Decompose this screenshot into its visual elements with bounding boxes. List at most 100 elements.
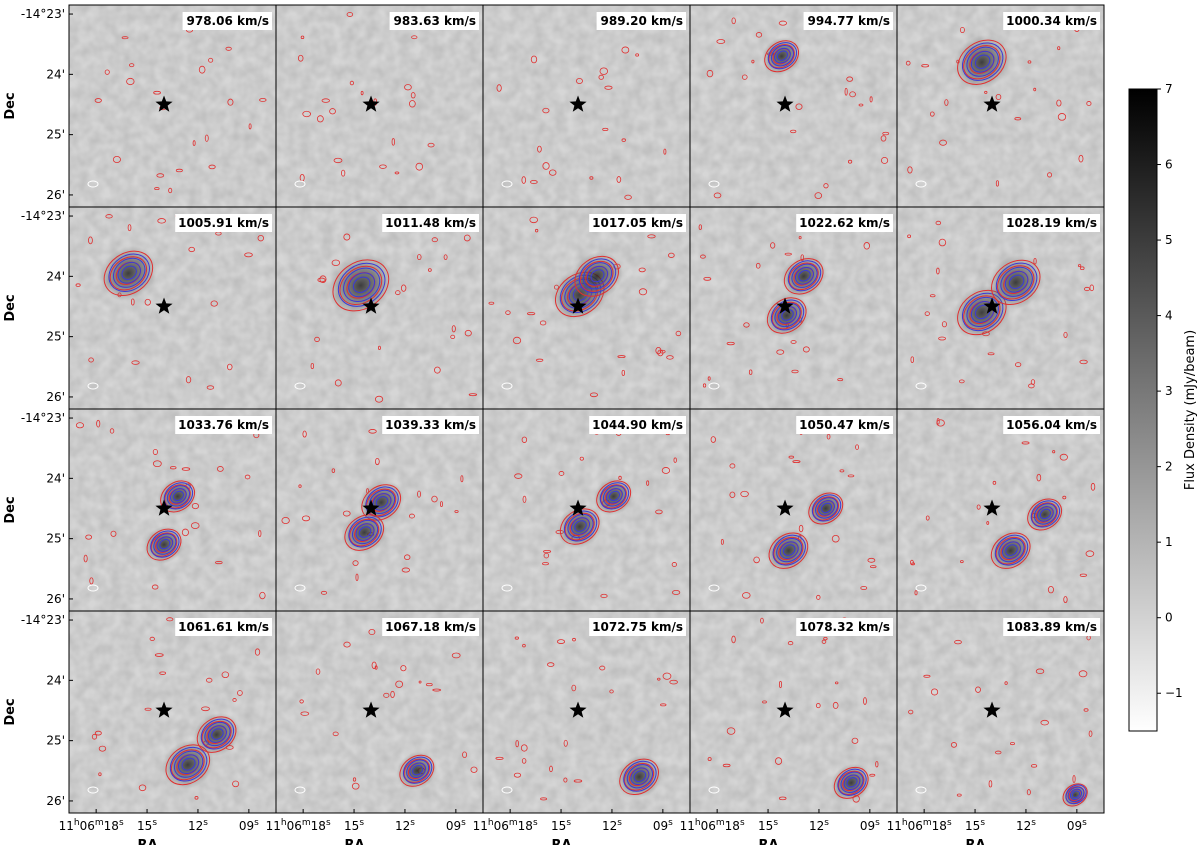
- noise-contour: [907, 166, 913, 174]
- noise-contour: [201, 706, 210, 712]
- noise-contour: [427, 142, 435, 148]
- noise-contour: [661, 467, 671, 474]
- velocity-label-box: [175, 214, 272, 232]
- noise-contour: [846, 76, 854, 82]
- noise-contour: [542, 162, 550, 170]
- noise-contour: [834, 681, 839, 685]
- noise-texture: [897, 409, 1104, 611]
- noise-contour: [1083, 708, 1089, 712]
- x-tick-label: 15s: [965, 818, 985, 833]
- x-tick-label: 11h06m18s: [59, 818, 124, 833]
- noise-contour: [379, 164, 387, 169]
- noise-contour: [152, 460, 162, 468]
- velocity-label: 1078.32 km/s: [799, 620, 890, 634]
- noise-contour: [740, 490, 749, 498]
- emission-blob: [593, 477, 634, 516]
- noise-contour: [905, 60, 911, 66]
- noise-contour: [960, 560, 964, 564]
- star-marker: [362, 297, 380, 314]
- y-tick-label: 25': [46, 532, 65, 546]
- star-marker: [569, 499, 587, 516]
- velocity-label-box: [589, 618, 686, 636]
- beam-ellipse: [708, 786, 720, 794]
- noise-contour: [832, 701, 839, 709]
- velocity-label: 1044.90 km/s: [592, 418, 683, 432]
- noise-contour: [869, 565, 877, 569]
- noise-contour: [514, 636, 520, 640]
- noise-contour: [823, 183, 829, 189]
- y-tick-label: 26': [46, 592, 65, 606]
- channel-panel: 1028.19 km/s: [896, 206, 1105, 410]
- noise-contour: [400, 665, 407, 672]
- noise-contour: [521, 758, 527, 764]
- velocity-label: 1083.89 km/s: [1006, 620, 1097, 634]
- noise-contour: [168, 187, 173, 194]
- noise-contour: [75, 283, 81, 287]
- noise-contour: [1057, 46, 1061, 51]
- noise-contour: [741, 74, 748, 80]
- noise-contour: [1079, 573, 1087, 577]
- noise-contour: [672, 589, 681, 595]
- noise-contour: [248, 123, 252, 130]
- noise-contour: [126, 77, 135, 86]
- noise-contour: [1036, 473, 1042, 482]
- noise-contour: [787, 641, 794, 646]
- channel-panel: 1050.47 km/s: [689, 408, 898, 612]
- noise-contour: [778, 796, 787, 801]
- x-tick-label: 12s: [395, 818, 415, 833]
- noise-contour: [742, 592, 751, 599]
- noise-contour: [257, 234, 264, 242]
- noise-contour: [1059, 453, 1068, 461]
- star-marker: [155, 499, 173, 516]
- emission-blob: [987, 254, 1045, 310]
- noise-contour: [713, 192, 722, 199]
- emission-blob: [99, 245, 158, 301]
- star-marker: [983, 95, 1001, 112]
- noise-contour: [451, 652, 461, 659]
- noise-contour: [1004, 681, 1008, 685]
- noise-contour: [860, 586, 868, 591]
- noise-contour: [1057, 113, 1067, 121]
- noise-contour: [599, 665, 606, 671]
- beam-ellipse: [87, 382, 99, 390]
- noise-contour: [1088, 730, 1093, 737]
- noise-contour: [374, 395, 384, 403]
- emission-blob: [765, 528, 812, 573]
- noise-contour: [938, 336, 947, 341]
- x-tick-label: 11h06m18s: [266, 818, 331, 833]
- noise-contour: [94, 730, 102, 736]
- noise-contour: [549, 169, 557, 176]
- noise-contour: [638, 288, 648, 296]
- noise-contour: [543, 550, 552, 554]
- noise-contour: [94, 98, 102, 103]
- noise-contour: [869, 96, 873, 103]
- velocity-label-box: [796, 416, 893, 434]
- noise-contour: [563, 777, 568, 783]
- velocity-label-box: [382, 618, 479, 636]
- velocity-label: 978.06 km/s: [187, 14, 270, 28]
- noise-contour: [673, 457, 677, 463]
- noise-contour: [127, 224, 132, 232]
- star-marker: [155, 701, 173, 718]
- noise-contour: [1079, 359, 1088, 365]
- noise-contour: [731, 635, 736, 644]
- noise-contour: [175, 168, 183, 173]
- noise-contour: [1077, 264, 1082, 268]
- noise-contour: [526, 312, 536, 316]
- noise-contour: [867, 557, 876, 563]
- noise-contour: [310, 362, 315, 370]
- noise-contour: [206, 385, 215, 390]
- star-marker: [155, 95, 173, 112]
- noise-contour: [790, 129, 797, 134]
- noise-contour: [792, 460, 801, 463]
- star-marker: [776, 701, 794, 718]
- emission-blob: [396, 751, 437, 790]
- noise-contour: [225, 46, 232, 51]
- noise-contour: [987, 352, 995, 356]
- noise-texture: [897, 611, 1104, 813]
- noise-contour: [882, 131, 890, 136]
- noise-contour: [635, 53, 639, 57]
- noise-contour: [815, 703, 821, 709]
- noise-contour: [355, 573, 359, 582]
- noise-contour: [434, 366, 441, 374]
